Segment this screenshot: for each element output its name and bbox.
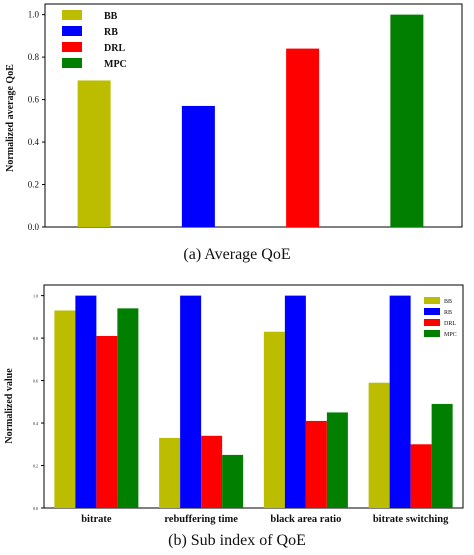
legend-label-mpc: MPC	[104, 59, 127, 70]
y-axis-label: Normalized average QoE	[5, 64, 16, 172]
legend-label-bb: BB	[444, 299, 452, 305]
average-qoe-chart: 0.0 0.2 0.4 0.6 0.8 1.0 BB RB DRL MPC Normalized…	[5, 3, 463, 232]
bar-rb	[181, 105, 215, 227]
caption-sub-index-qoe: (b) Sub index of QoE	[168, 532, 306, 549]
y-tick-label: 0.0	[33, 506, 38, 511]
plot-frame	[44, 3, 463, 228]
legend-swatch-bb	[424, 297, 440, 304]
y-tick-label: 0.6	[28, 95, 40, 105]
y-tick-label: 0.8	[33, 336, 38, 341]
caption-average-qoe: (a) Average QoE	[183, 246, 291, 263]
bar-drl-black-area-ratio	[305, 420, 327, 508]
legend-label-drl: DRL	[444, 321, 456, 327]
bar-bb	[77, 80, 111, 227]
legend-swatch-rb	[424, 308, 440, 315]
category-label: rebuffering time	[164, 514, 238, 525]
bar-drl-rebuffering-time	[201, 435, 223, 508]
bar-mpc-bitrate-switching	[431, 403, 453, 508]
legend-label-bb: BB	[104, 11, 118, 22]
y-tick-label: 1.0	[33, 294, 38, 299]
y-tick-label: 0.8	[28, 52, 40, 62]
legend-label-rb: RB	[104, 27, 118, 38]
category-label: black area ratio	[270, 514, 341, 525]
bar-rb-bitrate-switching	[389, 295, 411, 508]
y-tick-label: 0.0	[28, 222, 40, 232]
y-tick-label: 1.0	[28, 10, 40, 20]
y-tick-label: 0.4	[28, 137, 40, 147]
plot-frame	[43, 284, 464, 509]
bar-rb-black-area-ratio	[284, 295, 306, 508]
legend-label-drl: DRL	[104, 43, 125, 54]
bar-bb-bitrate-switching	[368, 382, 390, 508]
legend-swatch-mpc	[424, 330, 440, 337]
legend-label-mpc: MPC	[444, 332, 457, 338]
y-tick-label: 0.4	[33, 421, 38, 426]
y-tick-label: 0.6	[33, 379, 38, 384]
legend-swatch-drl	[424, 319, 440, 326]
sub-index-qoe-chart: 0.0 0.2 0.4 0.6 0.8 1.0 bitrate rebuffering ti…	[4, 284, 464, 525]
legend-swatch-bb	[62, 10, 82, 20]
bar-drl-bitrate	[96, 335, 118, 508]
category-label: bitrate switching	[373, 514, 449, 525]
y-axis-label: Normalized value	[4, 368, 15, 444]
bar-mpc-black-area-ratio	[326, 412, 348, 508]
bar-rb-rebuffering-time	[180, 295, 202, 508]
bar-mpc	[390, 14, 424, 227]
bar-rb-bitrate	[75, 295, 97, 508]
bar-mpc-rebuffering-time	[222, 454, 244, 508]
category-label: bitrate	[81, 514, 112, 525]
y-tick-label: 0.2	[33, 464, 38, 469]
legend-swatch-drl	[62, 42, 82, 52]
bar-bb-black-area-ratio	[263, 331, 285, 508]
legend-swatch-rb	[62, 26, 82, 36]
bar-mpc-bitrate	[117, 308, 139, 508]
bar-bb-rebuffering-time	[159, 437, 181, 508]
legend-label-rb: RB	[444, 310, 452, 316]
legend-swatch-mpc	[62, 58, 82, 68]
y-tick-label: 0.2	[28, 180, 39, 190]
bar-bb-bitrate	[54, 310, 76, 508]
bar-drl	[286, 48, 320, 227]
bar-drl-bitrate-switching	[410, 444, 432, 508]
